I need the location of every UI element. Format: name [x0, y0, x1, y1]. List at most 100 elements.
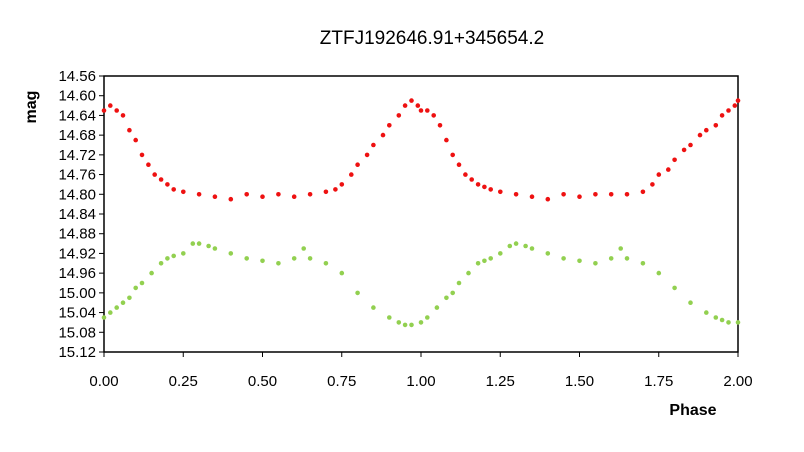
y-tick-label: 14.84 [58, 206, 96, 223]
data-point-series-1 [196, 192, 202, 197]
data-point-series-2 [482, 258, 487, 264]
plot-frame [103, 75, 739, 353]
data-point-series-1 [291, 194, 297, 199]
data-point-series-2 [158, 261, 164, 266]
data-point-series-2 [339, 270, 345, 276]
data-point-series-1 [402, 103, 408, 108]
data-point-series-2 [577, 258, 582, 264]
data-point-series-1 [127, 127, 132, 133]
data-point-series-1 [380, 132, 386, 138]
data-point-series-1 [228, 196, 234, 202]
data-point-series-1 [697, 132, 703, 138]
data-point-series-1 [307, 192, 313, 197]
data-point-series-2 [371, 305, 376, 310]
data-point-series-1 [431, 113, 437, 118]
y-tick-label: 14.76 [58, 167, 96, 184]
data-point-series-2 [545, 251, 551, 256]
data-point-series-1 [656, 172, 662, 177]
data-point-series-1 [666, 167, 671, 172]
data-point-series-2 [719, 317, 725, 323]
x-tick-label: 1.50 [565, 373, 594, 390]
data-point-series-1 [244, 192, 249, 197]
data-point-series-2 [425, 315, 430, 320]
data-point-series-1 [577, 194, 582, 199]
data-point-series-2 [276, 261, 281, 266]
chart-title: ZTFJ192646.91+345654.2 [320, 28, 544, 49]
data-point-series-2 [402, 322, 408, 328]
data-point-series-1 [171, 187, 176, 192]
x-tick-label: 1.25 [486, 373, 515, 390]
data-point-series-2 [355, 290, 360, 296]
data-point-series-1 [593, 192, 598, 197]
data-point-series-2 [307, 256, 313, 261]
data-point-series-1 [545, 196, 551, 202]
data-point-series-1 [488, 187, 494, 192]
data-point-series-1 [120, 113, 126, 118]
data-point-series-1 [387, 123, 392, 128]
data-point-series-2 [323, 261, 329, 266]
data-point-series-2 [444, 295, 449, 301]
y-tick-label: 14.68 [58, 127, 96, 144]
data-point-series-2 [529, 246, 535, 251]
data-point-series-2 [139, 280, 145, 286]
data-point-series-2 [396, 320, 402, 325]
y-tick-label: 15.12 [58, 344, 96, 361]
data-point-series-2 [108, 310, 113, 315]
data-point-series-2 [618, 246, 623, 251]
data-point-series-2 [688, 300, 693, 306]
data-point-series-2 [608, 256, 614, 261]
data-point-series-2 [450, 290, 456, 296]
y-tick-label: 15.04 [58, 305, 96, 322]
data-point-series-2 [291, 256, 297, 261]
y-tick-label: 14.60 [58, 88, 96, 105]
data-point-series-1 [475, 182, 481, 187]
y-tick-label: 14.96 [58, 265, 96, 282]
y-tick-label: 14.80 [58, 186, 96, 203]
data-point-series-1 [498, 189, 503, 195]
data-point-series-1 [688, 142, 693, 148]
data-point-series-2 [260, 258, 265, 264]
data-point-series-2 [244, 256, 249, 261]
data-point-series-2 [561, 256, 566, 261]
data-point-series-2 [656, 270, 662, 276]
data-point-series-1 [640, 189, 646, 195]
data-point-series-2 [301, 246, 307, 251]
data-point-series-1 [624, 192, 630, 197]
data-point-series-1 [529, 194, 535, 199]
data-point-series-1 [158, 177, 164, 182]
data-point-series-2 [466, 270, 471, 276]
data-point-series-2 [127, 295, 132, 301]
data-point-series-1 [561, 192, 566, 197]
data-point-series-1 [513, 192, 519, 197]
data-point-series-1 [181, 189, 186, 195]
data-point-series-1 [364, 152, 370, 158]
data-point-series-2 [387, 315, 392, 320]
data-point-series-1 [371, 142, 376, 148]
data-point-series-1 [608, 192, 614, 197]
data-point-series-1 [396, 113, 402, 118]
x-tick-label: 1.00 [406, 373, 435, 390]
data-point-series-2 [624, 256, 630, 261]
data-point-series-2 [196, 241, 202, 246]
data-point-series-2 [181, 251, 186, 256]
y-tick-label: 14.88 [58, 226, 96, 243]
y-tick-label: 14.64 [58, 107, 96, 124]
data-point-series-1 [333, 187, 338, 192]
data-point-series-1 [463, 172, 468, 177]
x-tick-label: 2.00 [723, 373, 752, 390]
data-point-series-1 [681, 147, 687, 153]
data-point-series-2 [409, 322, 414, 328]
data-point-series-1 [114, 108, 119, 113]
data-point-series-1 [482, 184, 487, 190]
data-point-series-1 [139, 152, 145, 158]
x-tick-label: 0.50 [248, 373, 277, 390]
data-point-series-2 [418, 320, 424, 325]
data-point-series-2 [212, 246, 218, 251]
data-point-series-1 [469, 177, 475, 182]
data-point-series-1 [108, 103, 113, 108]
data-point-series-2 [713, 315, 719, 320]
data-point-series-2 [523, 243, 528, 249]
data-point-series-2 [149, 270, 154, 276]
data-point-series-1 [260, 194, 265, 199]
